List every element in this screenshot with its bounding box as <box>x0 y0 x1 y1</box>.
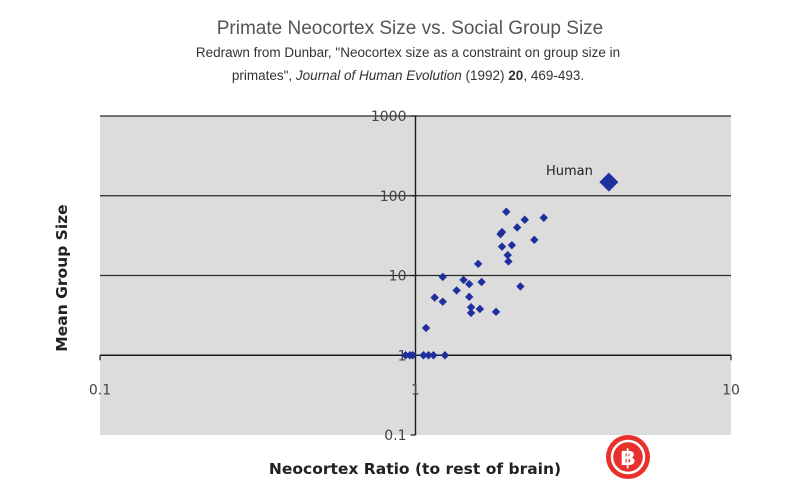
highlight-point <box>599 172 619 192</box>
data-point <box>504 257 513 266</box>
data-point <box>507 240 517 250</box>
data-point <box>401 351 410 360</box>
data-point <box>502 207 511 216</box>
data-point <box>438 297 447 306</box>
data-point <box>475 304 485 314</box>
data-point <box>430 293 439 302</box>
data-point <box>440 351 450 360</box>
data-point <box>465 292 474 302</box>
x-tick-label: 1 <box>411 382 420 398</box>
data-point <box>408 351 417 360</box>
data-point <box>421 323 431 333</box>
bitcoin-logo-icon: ฿ <box>605 434 651 480</box>
y-tick-label: 10 <box>389 269 407 285</box>
subtitle-year: (1992) <box>462 68 509 83</box>
data-point <box>438 272 447 282</box>
data-point <box>520 215 529 224</box>
highlight-group: Human <box>546 164 619 192</box>
data-point <box>429 351 438 360</box>
subtitle-volume: 20 <box>508 68 523 83</box>
subtitle-journal: Journal of Human Evolution <box>295 68 462 83</box>
y-tick-label: 0.1 <box>384 428 406 444</box>
data-point <box>459 275 468 285</box>
chart-subtitle-line1: Redrawn from Dunbar, "Neocortex size as … <box>196 45 620 60</box>
data-point <box>477 277 486 287</box>
y-tick-label: 1000 <box>371 109 407 125</box>
x-axis-label: Neocortex Ratio (to rest of brain) <box>269 460 561 478</box>
bitcoin-glyph: ฿ <box>620 446 635 471</box>
data-point <box>473 259 483 269</box>
data-point <box>424 351 433 360</box>
subtitle-prefix: primates", <box>232 68 296 83</box>
data-points <box>401 207 548 360</box>
data-point <box>497 242 507 251</box>
data-point <box>491 307 501 317</box>
y-tick-label: 100 <box>380 189 407 205</box>
data-point <box>539 213 548 222</box>
chart-subtitle-line2: primates", Journal of Human Evolution (1… <box>232 68 584 83</box>
subtitle-pages: , 469-493. <box>523 68 584 83</box>
data-point <box>466 308 476 318</box>
data-point <box>503 250 512 260</box>
data-point <box>465 279 474 289</box>
data-point <box>452 286 461 295</box>
highlight-label: Human <box>546 164 593 179</box>
x-tick-label: 0.1 <box>89 382 111 398</box>
data-point <box>512 223 522 232</box>
data-point <box>530 235 539 245</box>
data-point <box>497 227 507 237</box>
data-point <box>516 282 525 291</box>
x-tick-label: 10 <box>722 382 740 398</box>
chart-title: Primate Neocortex Size vs. Social Group … <box>217 18 604 39</box>
tick-labels: 0.1 1 10 1000 100 10 1 0.1 <box>89 109 740 444</box>
y-axis-label: Mean Group Size <box>53 204 71 351</box>
data-point <box>419 351 428 360</box>
data-point <box>466 303 476 312</box>
y-tick-label: 1 <box>398 348 407 364</box>
